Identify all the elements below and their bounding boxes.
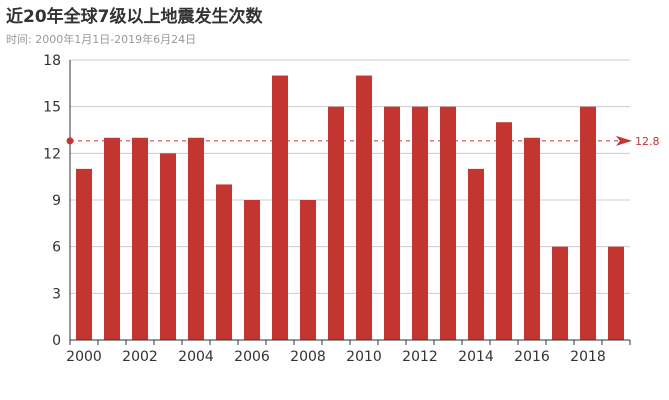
bar (524, 137, 540, 340)
bar (356, 75, 372, 341)
bar (300, 200, 316, 340)
bar (104, 137, 120, 340)
x-tick-label: 2018 (570, 349, 606, 365)
bar (132, 137, 148, 340)
y-tick-label: 3 (52, 286, 61, 302)
x-tick-label: 2014 (458, 349, 494, 365)
bar (328, 106, 344, 341)
bar (440, 106, 456, 341)
y-tick-label: 18 (43, 53, 61, 69)
x-tick-label: 2016 (514, 349, 550, 365)
x-tick-label: 2012 (402, 349, 438, 365)
x-tick-label: 2000 (66, 349, 102, 365)
x-tick-label: 2010 (346, 349, 382, 365)
chart-title: 近20年全球7级以上地震发生次数 (6, 7, 263, 27)
bar (244, 200, 260, 340)
x-tick-label: 2004 (178, 349, 214, 365)
x-tick-label: 2002 (122, 349, 158, 365)
bar (188, 137, 204, 340)
bar (272, 75, 288, 341)
bar (76, 168, 92, 340)
bar (552, 246, 568, 340)
x-tick-label: 2008 (290, 349, 326, 365)
markline-arrow-icon (616, 135, 632, 146)
bar (412, 106, 428, 341)
bar (160, 153, 176, 340)
y-tick-label: 0 (52, 333, 61, 349)
bar (608, 246, 624, 340)
bar (216, 184, 232, 340)
y-tick-label: 9 (52, 193, 61, 209)
markline-label: 12.8 (635, 135, 660, 148)
chart-subtitle: 时间: 2000年1月1日-2019年6月24日 (6, 33, 197, 46)
bar (468, 168, 484, 340)
bar (496, 122, 512, 340)
y-tick-label: 6 (52, 240, 61, 256)
bar (580, 106, 596, 341)
y-tick-label: 12 (43, 146, 61, 162)
x-tick-label: 2006 (234, 349, 270, 365)
bar (384, 106, 400, 341)
y-tick-label: 15 (43, 100, 61, 116)
